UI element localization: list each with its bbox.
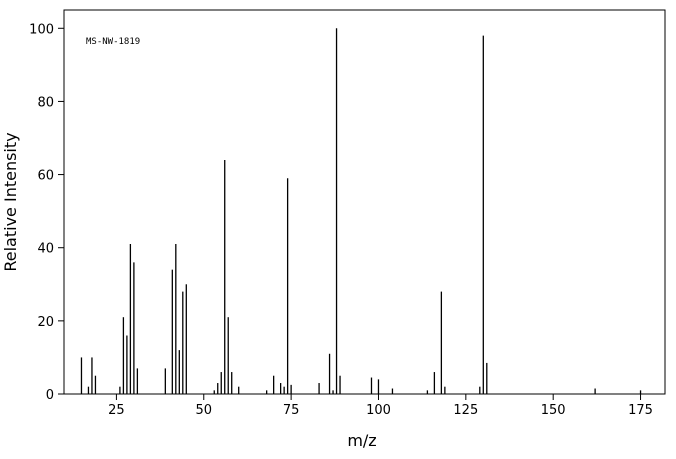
y-axis-label: Relative Intensity [1,132,20,271]
x-tick-label: 150 [541,403,566,418]
y-tick-label: 60 [37,169,54,184]
y-tick-label: 0 [46,388,54,403]
y-tick-label: 40 [37,242,54,257]
annotation: MS-NW-1819 [86,37,140,47]
plot-frame [63,9,666,395]
y-tick-label: 80 [37,95,54,110]
x-axis-label: m/z [347,431,376,450]
x-tick-label: 50 [195,403,212,418]
x-tick-label: 175 [628,403,653,418]
y-tick-label: 20 [37,315,54,330]
x-tick-label: 125 [453,403,478,418]
x-tick-label: 25 [108,403,125,418]
x-tick-label: 75 [283,403,300,418]
x-tick-label: 100 [366,403,391,418]
y-tick-label: 100 [29,22,54,37]
